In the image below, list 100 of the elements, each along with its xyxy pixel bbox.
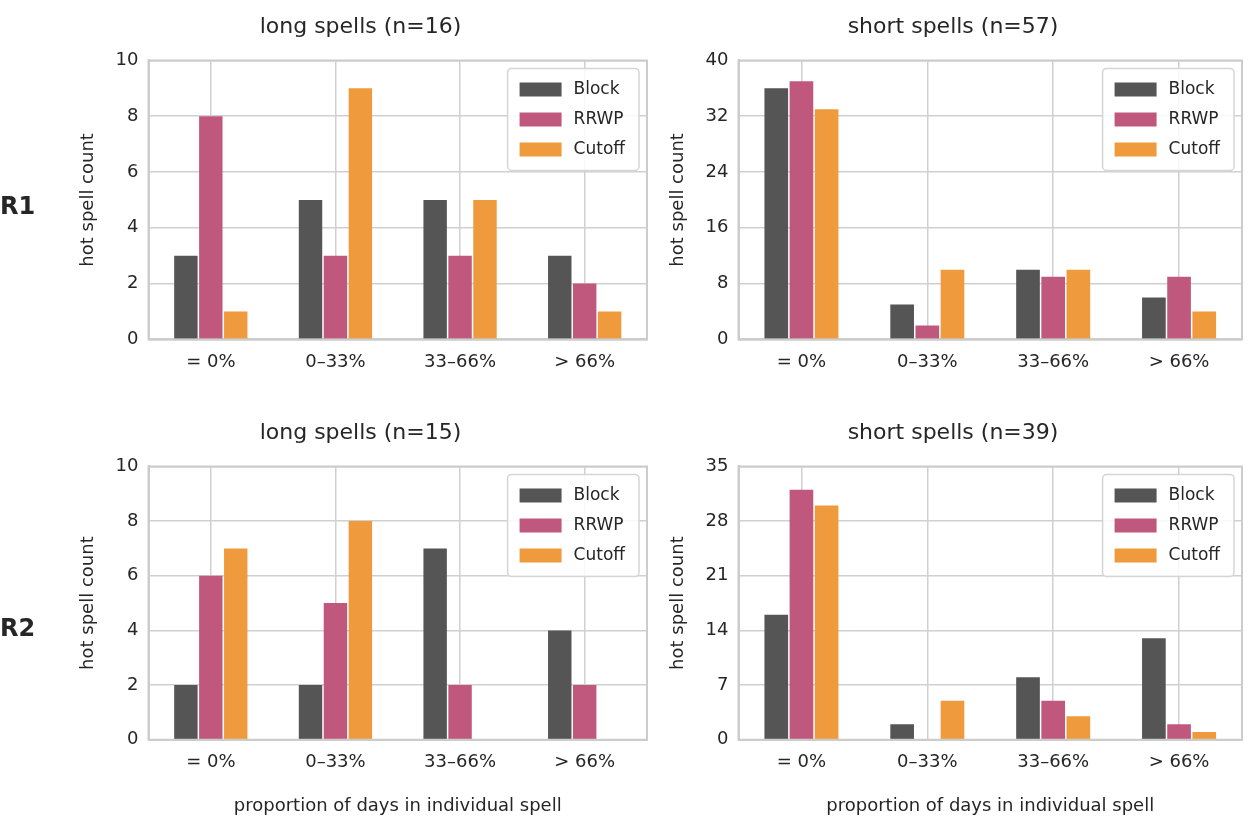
chart-title: long spells (n=15) bbox=[259, 419, 462, 445]
legend-label: Cutoff bbox=[1168, 544, 1222, 565]
bar bbox=[814, 505, 839, 740]
y-tick-label: 24 bbox=[705, 159, 729, 181]
bar bbox=[940, 700, 965, 740]
x-axis-title: proportion of days in individual spell bbox=[233, 794, 562, 816]
y-tick-label: 0 bbox=[717, 727, 729, 749]
y-tick-label: 0 bbox=[717, 326, 729, 348]
y-tick-label: 6 bbox=[127, 159, 139, 181]
bar bbox=[940, 269, 965, 339]
legend-label: RRWP bbox=[573, 107, 624, 128]
x-tick-label: = 0% bbox=[776, 349, 827, 371]
x-tick-label: = 0% bbox=[186, 349, 236, 371]
y-tick-label: 8 bbox=[717, 271, 729, 293]
bar bbox=[1167, 724, 1191, 740]
x-tick-label: 33–66% bbox=[1017, 349, 1090, 371]
chart-title: long spells (n=16) bbox=[259, 12, 462, 38]
bar bbox=[548, 255, 572, 339]
bar bbox=[199, 115, 223, 339]
legend-label: RRWP bbox=[1168, 514, 1219, 535]
legend-label: Cutoff bbox=[573, 137, 627, 158]
bar bbox=[348, 521, 373, 740]
y-tick-label: 14 bbox=[705, 618, 729, 640]
y-tick-label: 2 bbox=[127, 673, 139, 695]
y-tick-label: 4 bbox=[127, 618, 139, 640]
bar bbox=[323, 255, 348, 339]
bar bbox=[298, 199, 323, 339]
x-tick-label: = 0% bbox=[186, 750, 236, 772]
y-tick-label: 0 bbox=[127, 727, 139, 749]
bar bbox=[174, 685, 198, 740]
y-tick-label: 40 bbox=[705, 47, 729, 69]
legend-label: RRWP bbox=[573, 514, 624, 535]
bar bbox=[473, 199, 497, 339]
legend-label: Block bbox=[573, 484, 620, 505]
bar bbox=[789, 490, 814, 740]
chart-title: short spells (n=57) bbox=[847, 12, 1059, 38]
bar bbox=[1041, 276, 1066, 339]
x-tick-label: 0–33% bbox=[897, 750, 958, 772]
bar bbox=[323, 603, 348, 740]
bar bbox=[814, 108, 839, 339]
y-axis-title: hot spell count bbox=[666, 132, 688, 267]
bar bbox=[423, 199, 447, 339]
x-tick-label: 33–66% bbox=[424, 750, 497, 772]
y-tick-label: 7 bbox=[717, 673, 729, 695]
x-tick-label: 0–33% bbox=[897, 349, 958, 371]
y-tick-label: 10 bbox=[115, 454, 139, 476]
bar bbox=[1192, 311, 1217, 339]
bar bbox=[1066, 269, 1091, 339]
y-tick-label: 2 bbox=[127, 271, 139, 293]
legend-label: RRWP bbox=[1168, 107, 1219, 128]
bar bbox=[890, 304, 914, 339]
y-axis-title: hot spell count bbox=[666, 536, 688, 671]
text: R2 bbox=[0, 613, 37, 642]
legend-label: Block bbox=[1168, 484, 1215, 505]
legend-label: Cutoff bbox=[1168, 137, 1222, 158]
x-tick-label: 0–33% bbox=[305, 750, 366, 772]
x-tick-label: > 66% bbox=[1148, 349, 1210, 371]
x-tick-label: > 66% bbox=[1148, 750, 1210, 772]
legend-label: Block bbox=[573, 77, 620, 98]
bar bbox=[597, 311, 622, 339]
bar bbox=[915, 325, 940, 339]
bar bbox=[174, 255, 198, 339]
bar bbox=[199, 576, 223, 740]
bar bbox=[789, 81, 814, 339]
x-tick-label: 0–33% bbox=[305, 349, 366, 371]
bar bbox=[890, 724, 914, 740]
bar bbox=[1142, 638, 1166, 740]
bar bbox=[1016, 677, 1040, 740]
y-tick-label: 10 bbox=[115, 47, 139, 69]
y-axis-title: hot spell count bbox=[76, 536, 98, 671]
x-axis-title: proportion of days in individual spell bbox=[826, 794, 1155, 816]
x-tick-label: 33–66% bbox=[424, 349, 497, 371]
bar bbox=[764, 88, 789, 339]
y-tick-label: 28 bbox=[705, 509, 729, 530]
bar bbox=[348, 88, 373, 339]
bar bbox=[423, 548, 447, 740]
bar bbox=[1192, 732, 1217, 740]
x-tick-label: = 0% bbox=[776, 750, 827, 772]
bar bbox=[1167, 276, 1191, 339]
chart-title: short spells (n=39) bbox=[847, 419, 1059, 445]
x-tick-label: 33–66% bbox=[1017, 750, 1090, 772]
bar bbox=[572, 283, 597, 339]
x-tick-label: > 66% bbox=[554, 750, 616, 772]
bar bbox=[1142, 297, 1166, 339]
y-tick-label: 35 bbox=[705, 454, 729, 476]
y-tick-label: 16 bbox=[705, 215, 729, 237]
bar bbox=[548, 630, 572, 740]
y-tick-label: 21 bbox=[705, 563, 729, 585]
x-tick-label: > 66% bbox=[554, 349, 616, 371]
bar bbox=[1016, 269, 1040, 339]
y-tick-label: 8 bbox=[127, 103, 139, 125]
bar bbox=[764, 615, 789, 740]
bar bbox=[224, 311, 248, 339]
bar bbox=[448, 685, 472, 740]
y-tick-label: 4 bbox=[127, 215, 139, 237]
y-tick-label: 8 bbox=[127, 509, 139, 530]
bar bbox=[1041, 700, 1066, 740]
y-axis-title: hot spell count bbox=[76, 132, 98, 267]
legend-label: Block bbox=[1168, 77, 1215, 98]
y-tick-label: 32 bbox=[705, 103, 729, 125]
